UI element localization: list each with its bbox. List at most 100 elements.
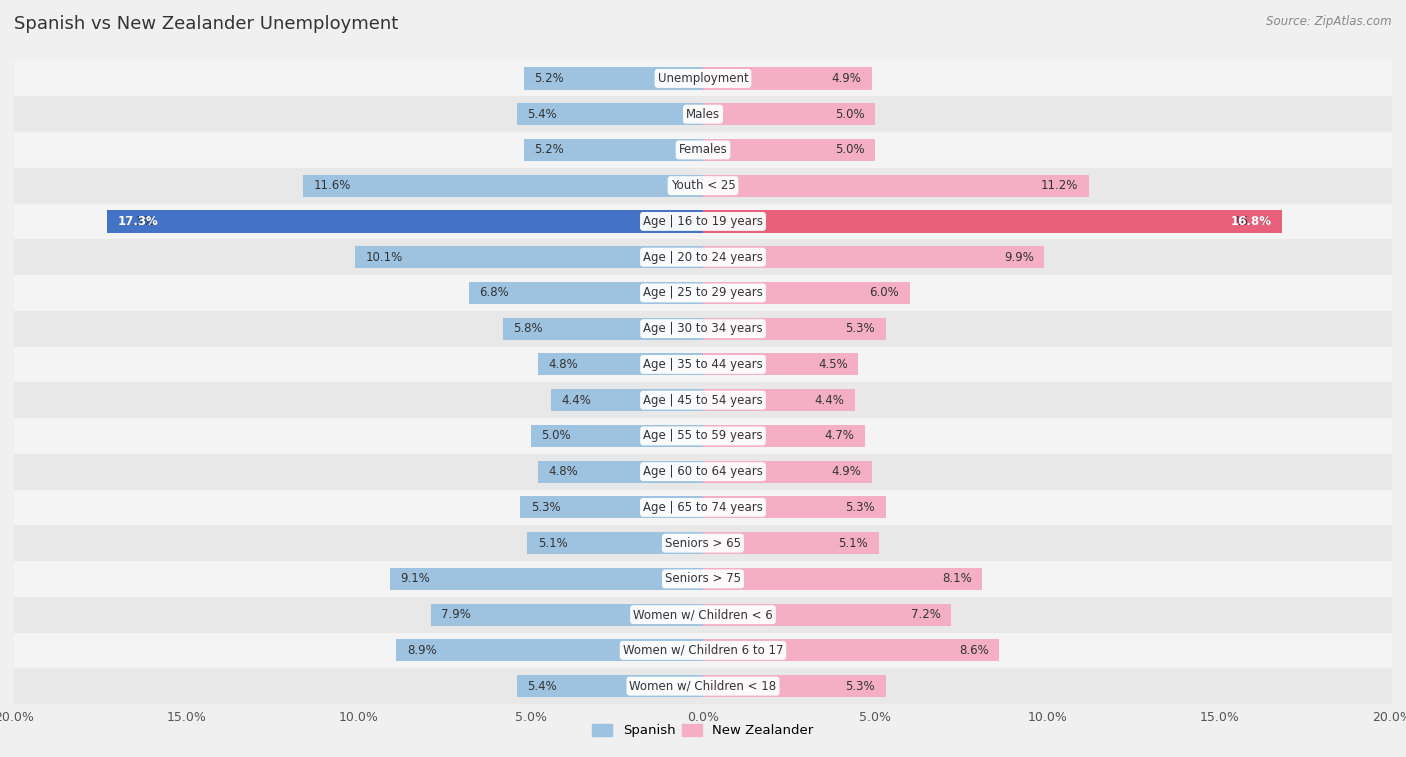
Text: 5.3%: 5.3%	[845, 501, 875, 514]
Text: 8.6%: 8.6%	[959, 644, 988, 657]
Bar	[517, 675, 703, 697]
Bar	[703, 640, 1000, 662]
Bar	[503, 318, 703, 340]
Bar	[537, 460, 703, 483]
Bar	[14, 633, 1392, 668]
Text: 4.5%: 4.5%	[818, 358, 848, 371]
Text: 8.1%: 8.1%	[942, 572, 972, 585]
Text: 17.3%: 17.3%	[117, 215, 157, 228]
Text: Age | 16 to 19 years: Age | 16 to 19 years	[643, 215, 763, 228]
Text: 8.9%: 8.9%	[406, 644, 436, 657]
Text: 11.2%: 11.2%	[1040, 179, 1078, 192]
Bar	[703, 460, 872, 483]
Text: Age | 20 to 24 years: Age | 20 to 24 years	[643, 251, 763, 263]
Bar	[703, 675, 886, 697]
Text: 5.3%: 5.3%	[845, 680, 875, 693]
Text: 5.8%: 5.8%	[513, 322, 543, 335]
Bar	[703, 139, 875, 161]
Text: Seniors > 65: Seniors > 65	[665, 537, 741, 550]
Bar	[524, 139, 703, 161]
Bar	[537, 354, 703, 375]
Bar	[520, 497, 703, 519]
Text: 16.8%: 16.8%	[1234, 215, 1271, 228]
Text: 5.4%: 5.4%	[527, 680, 557, 693]
Bar	[703, 354, 858, 375]
Text: 10.1%: 10.1%	[366, 251, 402, 263]
Bar	[527, 532, 703, 554]
Text: 5.0%: 5.0%	[835, 143, 865, 157]
Bar	[517, 103, 703, 125]
Bar	[14, 239, 1392, 275]
Bar	[703, 389, 855, 411]
Bar	[531, 425, 703, 447]
Bar	[396, 640, 703, 662]
Bar	[703, 497, 886, 519]
Bar	[703, 103, 875, 125]
Text: Age | 45 to 54 years: Age | 45 to 54 years	[643, 394, 763, 407]
Text: Unemployment: Unemployment	[658, 72, 748, 85]
Text: Youth < 25: Youth < 25	[671, 179, 735, 192]
Text: 5.1%: 5.1%	[537, 537, 568, 550]
Text: 4.8%: 4.8%	[548, 465, 578, 478]
Text: Women w/ Children < 6: Women w/ Children < 6	[633, 608, 773, 621]
Bar	[14, 490, 1392, 525]
Text: Age | 30 to 34 years: Age | 30 to 34 years	[643, 322, 763, 335]
Text: 5.3%: 5.3%	[531, 501, 561, 514]
Text: 4.7%: 4.7%	[825, 429, 855, 442]
Text: 17.3%: 17.3%	[117, 215, 155, 228]
Bar	[107, 210, 703, 232]
Bar	[703, 532, 879, 554]
Text: Age | 25 to 29 years: Age | 25 to 29 years	[643, 286, 763, 300]
Text: 5.4%: 5.4%	[527, 107, 557, 120]
Bar	[14, 204, 1392, 239]
Text: 9.1%: 9.1%	[399, 572, 430, 585]
Text: Females: Females	[679, 143, 727, 157]
Bar	[703, 67, 872, 89]
Bar	[703, 246, 1045, 268]
Text: Spanish vs New Zealander Unemployment: Spanish vs New Zealander Unemployment	[14, 15, 398, 33]
Text: 5.1%: 5.1%	[838, 537, 869, 550]
Bar	[703, 568, 981, 590]
Text: 5.0%: 5.0%	[541, 429, 571, 442]
Bar	[703, 318, 886, 340]
Text: Women w/ Children 6 to 17: Women w/ Children 6 to 17	[623, 644, 783, 657]
Bar	[14, 61, 1392, 96]
Text: Age | 60 to 64 years: Age | 60 to 64 years	[643, 465, 763, 478]
Text: Age | 55 to 59 years: Age | 55 to 59 years	[643, 429, 763, 442]
Bar	[14, 132, 1392, 168]
Text: Source: ZipAtlas.com: Source: ZipAtlas.com	[1267, 15, 1392, 28]
Bar	[703, 425, 865, 447]
Text: 5.0%: 5.0%	[835, 107, 865, 120]
Text: 4.9%: 4.9%	[831, 465, 862, 478]
Bar	[703, 210, 1282, 232]
Bar	[14, 96, 1392, 132]
Bar	[14, 525, 1392, 561]
Bar	[703, 282, 910, 304]
Bar	[14, 382, 1392, 418]
Text: Males: Males	[686, 107, 720, 120]
Text: 7.2%: 7.2%	[911, 608, 941, 621]
Bar	[14, 597, 1392, 633]
Bar	[14, 668, 1392, 704]
Text: 9.9%: 9.9%	[1004, 251, 1033, 263]
Text: Age | 65 to 74 years: Age | 65 to 74 years	[643, 501, 763, 514]
Bar	[14, 311, 1392, 347]
Bar	[14, 418, 1392, 453]
Text: 4.8%: 4.8%	[548, 358, 578, 371]
Bar	[703, 175, 1088, 197]
Text: 5.3%: 5.3%	[845, 322, 875, 335]
Bar	[551, 389, 703, 411]
Text: Seniors > 75: Seniors > 75	[665, 572, 741, 585]
Bar	[14, 453, 1392, 490]
Legend: Spanish, New Zealander: Spanish, New Zealander	[588, 718, 818, 743]
Text: 16.8%: 16.8%	[1230, 215, 1271, 228]
Bar	[468, 282, 703, 304]
Bar	[14, 347, 1392, 382]
Bar	[524, 67, 703, 89]
Text: 4.9%: 4.9%	[831, 72, 862, 85]
Bar	[14, 168, 1392, 204]
Bar	[304, 175, 703, 197]
Bar	[14, 275, 1392, 311]
Bar	[14, 561, 1392, 597]
Text: 5.2%: 5.2%	[534, 72, 564, 85]
